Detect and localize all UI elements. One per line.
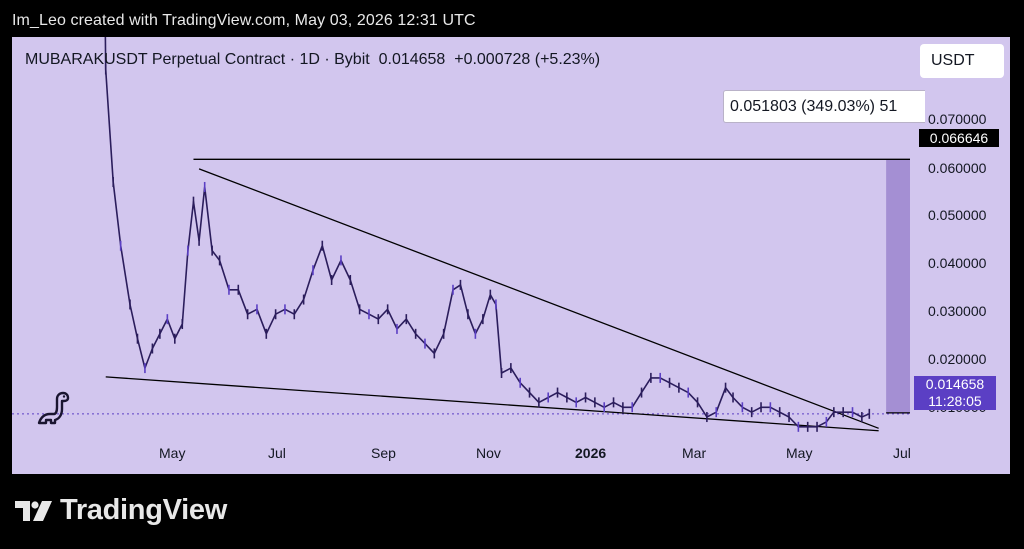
time-tick: Jul: [893, 445, 911, 461]
price-tick: 0.050000: [928, 207, 987, 223]
time-tick-year: 2026: [575, 445, 607, 461]
last-price: 0.014658: [378, 51, 446, 68]
price-tick: 0.040000: [928, 255, 987, 271]
chart-caption: Im_Leo created with TradingView.com, May…: [12, 12, 476, 29]
chart-area[interactable]: MUBARAKUSDT Perpetual Contract · 1D · By…: [12, 37, 1010, 474]
price-tick: 0.020000: [928, 351, 987, 367]
symbol-title: MUBARAKUSDT Perpetual Contract · 1D · By…: [25, 51, 370, 68]
time-tick: Mar: [682, 445, 707, 461]
dinosaur-logo-icon: [37, 391, 70, 425]
brand-name: TradingView: [60, 494, 227, 526]
bar-countdown: 11:28:05: [928, 393, 982, 409]
time-tick: May: [159, 445, 186, 461]
symbol-header: MUBARAKUSDT Perpetual Contract · 1D · By…: [25, 51, 600, 69]
support-trendline: [105, 376, 879, 432]
price-tick: 0.070000: [928, 111, 987, 127]
current-price-value: 0.014658: [925, 376, 985, 392]
price-tick: 0.030000: [928, 303, 987, 319]
target-price-label: 0.066646: [919, 129, 999, 147]
time-tick: Sep: [371, 445, 396, 461]
measure-tooltip: 0.051803 (349.03%) 51: [723, 90, 925, 123]
time-tick: May: [786, 445, 813, 461]
price-series-line: [104, 37, 870, 428]
time-tick: Nov: [476, 445, 501, 461]
currency-button[interactable]: USDT: [920, 44, 1004, 78]
price-change: +0.000728 (+5.23%): [454, 51, 601, 68]
tradingview-logo-icon: [15, 500, 52, 521]
resistance-trendline: [198, 168, 879, 429]
price-tick: 0.060000: [928, 160, 987, 176]
current-price-label: 0.014658 11:28:05: [914, 376, 996, 410]
time-tick: Jul: [268, 445, 286, 461]
footer-brand: TradingView: [15, 494, 227, 527]
